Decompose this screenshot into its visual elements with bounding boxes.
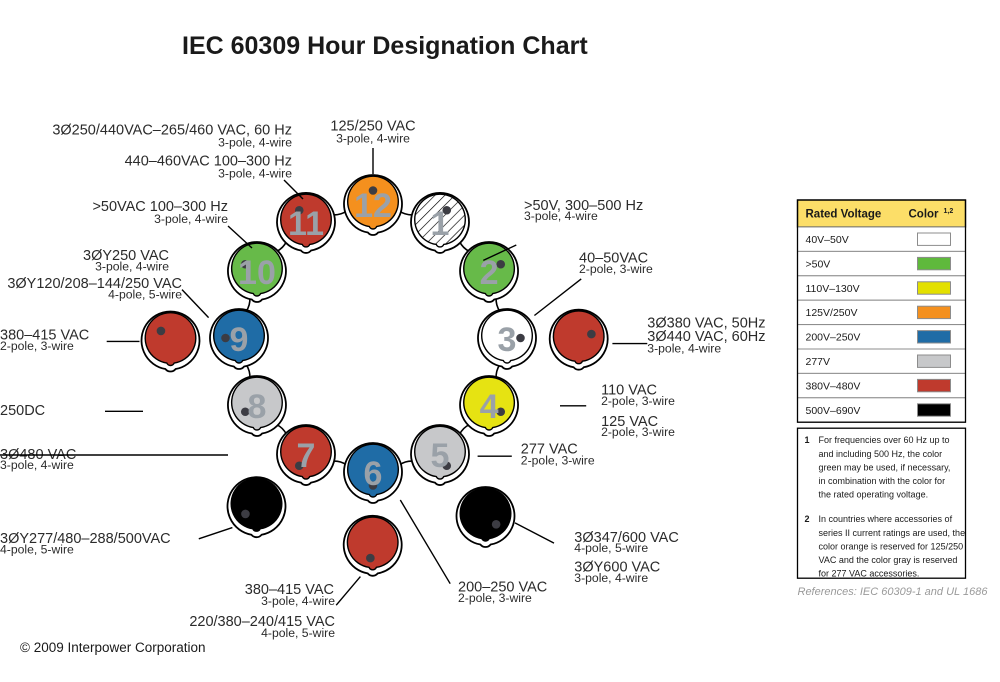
svg-text:color orange is reserved for 1: color orange is reserved for 125/250	[819, 541, 964, 551]
svg-text:380V–480V: 380V–480V	[806, 380, 861, 392]
svg-text:3-pole, 4-wire: 3-pole, 4-wire	[261, 594, 335, 608]
svg-text:Color: Color	[909, 209, 940, 221]
svg-text:3-pole, 4-wire: 3-pole, 4-wire	[154, 212, 228, 226]
svg-text:125V/250V: 125V/250V	[806, 307, 858, 319]
svg-text:For frequencies over 60 Hz up: For frequencies over 60 Hz up to	[819, 435, 950, 445]
svg-text:2: 2	[480, 254, 499, 292]
svg-text:4-pole, 5-wire: 4-pole, 5-wire	[108, 288, 182, 302]
svg-text:series II current ratings are: series II current ratings are used, the	[819, 528, 966, 538]
svg-text:4-pole, 5-wire: 4-pole, 5-wire	[574, 541, 648, 555]
svg-text:2-pole, 3-wire: 2-pole, 3-wire	[0, 339, 74, 353]
svg-text:2-pole, 3-wire: 2-pole, 3-wire	[601, 394, 675, 408]
svg-text:11: 11	[288, 205, 324, 243]
svg-text:>50V: >50V	[806, 258, 831, 270]
svg-text:7: 7	[297, 437, 316, 475]
svg-text:green may be used, if necessar: green may be used, if necessary,	[819, 462, 951, 472]
svg-text:10: 10	[238, 254, 276, 292]
svg-text:3-pole, 4-wire: 3-pole, 4-wire	[524, 209, 598, 223]
svg-text:4-pole, 5-wire: 4-pole, 5-wire	[0, 542, 74, 556]
svg-text:the rated operating voltage.: the rated operating voltage.	[819, 490, 929, 500]
svg-text:© 2009 Interpower Corporation: © 2009 Interpower Corporation	[20, 640, 206, 655]
svg-text:8: 8	[247, 388, 266, 426]
svg-text:3: 3	[498, 321, 517, 359]
svg-text:for 277 VAC accessories.: for 277 VAC accessories.	[819, 569, 920, 579]
svg-text:in combination with the color: in combination with the color for	[819, 476, 946, 486]
svg-text:2-pole, 3-wire: 2-pole, 3-wire	[601, 425, 675, 439]
svg-text:1,2: 1,2	[944, 208, 954, 215]
svg-text:1: 1	[805, 435, 810, 445]
svg-text:3-pole, 4-wire: 3-pole, 4-wire	[218, 136, 292, 150]
svg-text:200V–250V: 200V–250V	[806, 332, 861, 344]
svg-text:1: 1	[431, 205, 450, 243]
svg-text:40V–50V: 40V–50V	[806, 234, 849, 246]
svg-text:References: IEC 60309-1 and UL: References: IEC 60309-1 and UL 1686	[798, 586, 989, 598]
svg-text:5: 5	[431, 437, 450, 475]
svg-text:3-pole, 4-wire: 3-pole, 4-wire	[336, 132, 410, 146]
svg-text:12: 12	[354, 187, 392, 225]
svg-text:2: 2	[805, 514, 810, 524]
svg-text:In countries where accessories: In countries where accessories of	[819, 514, 953, 524]
svg-text:9: 9	[230, 321, 249, 359]
svg-text:4: 4	[480, 388, 499, 426]
svg-text:6: 6	[364, 455, 383, 493]
svg-text:3-pole, 4-wire: 3-pole, 4-wire	[218, 167, 292, 181]
svg-text:3-pole, 4-wire: 3-pole, 4-wire	[95, 260, 169, 274]
svg-text:VAC and the color gray is rese: VAC and the color gray is reserved	[819, 555, 958, 565]
svg-text:2-pole, 3-wire: 2-pole, 3-wire	[521, 453, 595, 467]
svg-text:3-pole, 4-wire: 3-pole, 4-wire	[0, 458, 74, 472]
svg-text:2-pole, 3-wire: 2-pole, 3-wire	[458, 591, 532, 605]
svg-text:2-pole, 3-wire: 2-pole, 3-wire	[579, 262, 653, 276]
svg-text:4-pole, 5-wire: 4-pole, 5-wire	[261, 626, 335, 640]
svg-text:and including 500 Hz, the colo: and including 500 Hz, the color	[819, 449, 943, 459]
svg-text:3-pole, 4-wire: 3-pole, 4-wire	[647, 341, 721, 355]
svg-text:250DC: 250DC	[0, 403, 45, 419]
svg-text:IEC 60309 Hour Designation Cha: IEC 60309 Hour Designation Chart	[182, 32, 588, 60]
svg-text:3-pole, 4-wire: 3-pole, 4-wire	[574, 571, 648, 585]
svg-text:Rated Voltage: Rated Voltage	[806, 209, 882, 221]
svg-text:277V: 277V	[806, 356, 831, 368]
svg-text:500V–690V: 500V–690V	[806, 405, 861, 417]
svg-text:110V–130V: 110V–130V	[806, 283, 860, 295]
